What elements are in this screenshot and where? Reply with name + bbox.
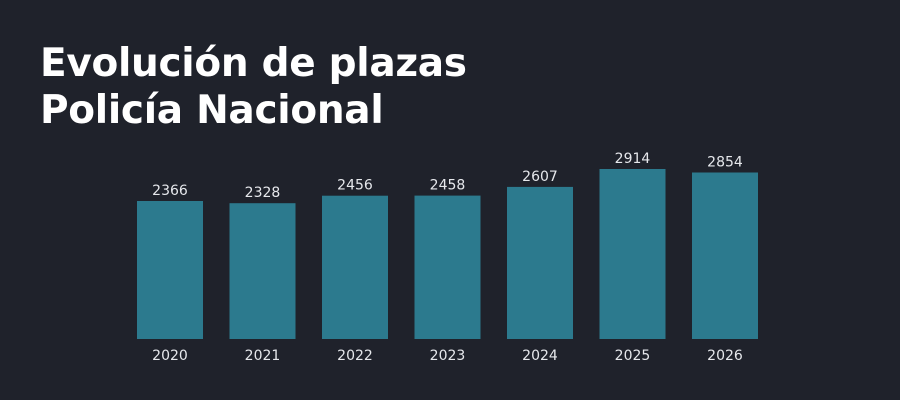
category-label-2024: 2024 [522, 348, 558, 364]
value-label-2023: 2458 [430, 178, 466, 194]
chart-title-line-1: Evolución de plazas [40, 41, 467, 86]
chart-title: Evolución de plazas Policía Nacional [40, 40, 467, 134]
category-label-2026: 2026 [707, 348, 743, 364]
value-label-2026: 2854 [707, 155, 743, 171]
category-label-2023: 2023 [430, 348, 466, 364]
bar-2026 [692, 172, 758, 339]
bar-2020 [137, 201, 203, 339]
value-label-2021: 2328 [245, 185, 281, 201]
category-label-2025: 2025 [615, 348, 651, 364]
category-label-2022: 2022 [337, 348, 373, 364]
value-label-2022: 2456 [337, 178, 373, 194]
value-label-2025: 2914 [615, 151, 651, 167]
category-label-2021: 2021 [245, 348, 281, 364]
value-label-2020: 2366 [152, 183, 188, 199]
value-label-2024: 2607 [522, 169, 558, 185]
bar-2022 [322, 195, 388, 339]
chart-title-line-2: Policía Nacional [40, 88, 384, 133]
bar-2023 [414, 195, 481, 339]
bar-2021 [229, 203, 296, 339]
bar-2025 [599, 169, 666, 339]
bar-2024 [507, 186, 573, 339]
category-label-2020: 2020 [152, 348, 188, 364]
